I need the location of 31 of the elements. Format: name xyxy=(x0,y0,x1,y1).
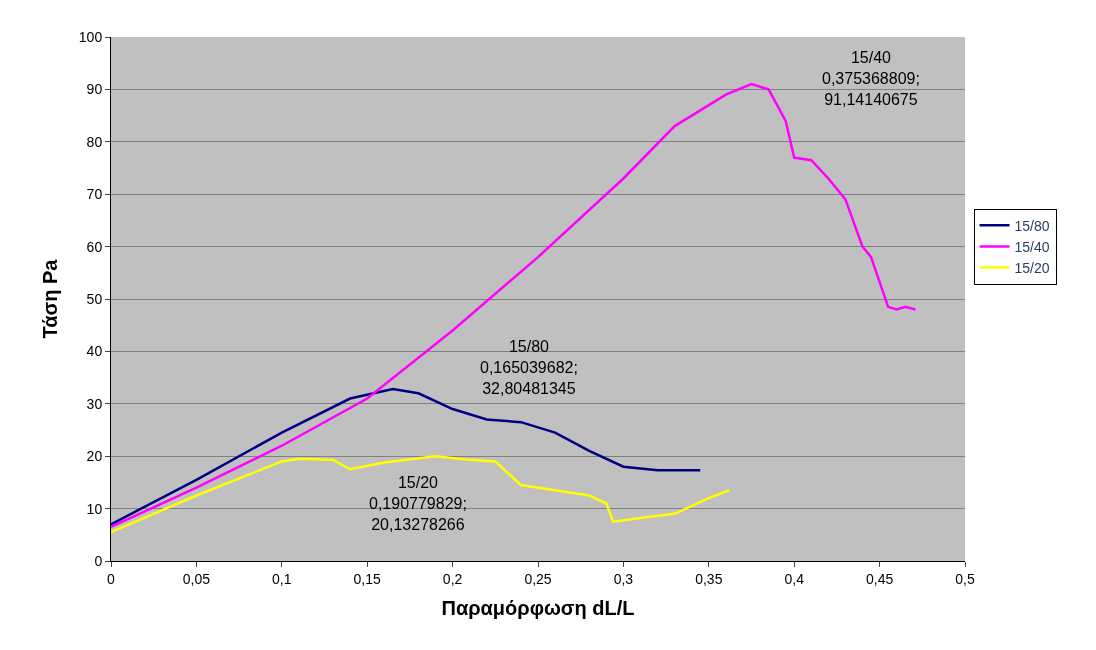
y-tick-label: 80 xyxy=(86,133,103,150)
annotation: 15/40 0,375368809; 91,14140675 xyxy=(822,49,920,108)
y-tick-label: 90 xyxy=(86,81,103,98)
y-tick-label: 20 xyxy=(86,448,103,465)
y-tick-label: 70 xyxy=(86,186,103,203)
annotation: 15/80 0,165039682; 32,80481345 xyxy=(480,338,578,397)
x-tick-label: 0,25 xyxy=(524,570,552,587)
x-tick-label: 0 xyxy=(107,570,116,587)
legend-label: 15/40 xyxy=(1014,238,1050,255)
y-tick-label: 40 xyxy=(86,343,103,360)
annotation: 15/20 0,190779829; 20,13278266 xyxy=(369,474,467,533)
y-tick-label: 60 xyxy=(86,238,103,255)
x-tick-label: 0,5 xyxy=(955,570,975,587)
x-tick-label: 0,05 xyxy=(182,570,211,587)
x-tick-label: 0,1 xyxy=(272,570,292,587)
x-tick-label: 0,15 xyxy=(353,570,382,587)
line-series xyxy=(111,454,731,534)
x-tick-label: 0,45 xyxy=(865,570,894,587)
y-tick-label: 0 xyxy=(94,552,103,569)
y-tick-label: 10 xyxy=(86,500,103,517)
x-tick-label: 0,3 xyxy=(613,570,634,587)
x-tick-label: 0,35 xyxy=(695,570,723,587)
legend-label: 15/20 xyxy=(1014,260,1050,277)
y-tick-label: 100 xyxy=(78,28,103,45)
y-axis-title: Τάση Pa xyxy=(39,258,62,339)
y-tick-label: 30 xyxy=(86,395,103,412)
legend-label: 15/80 xyxy=(1014,217,1050,234)
x-tick-label: 0,4 xyxy=(784,570,805,587)
x-tick-label: 0,2 xyxy=(442,570,463,587)
x-axis-title: Παραμόρφωση dL/L xyxy=(441,597,635,620)
y-tick-label: 50 xyxy=(86,290,103,307)
